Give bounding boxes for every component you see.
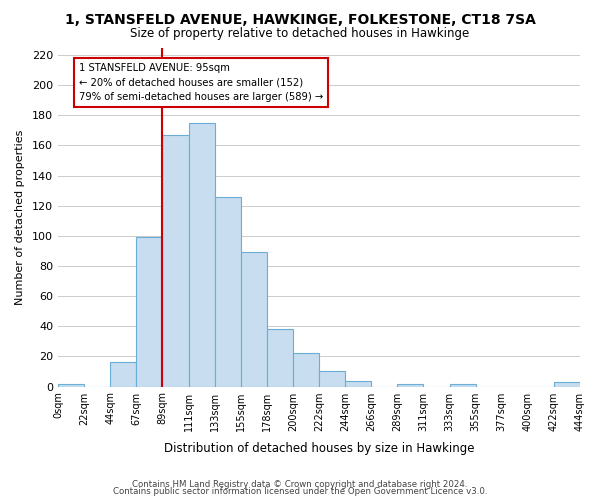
Bar <box>449 384 476 386</box>
Bar <box>554 382 580 386</box>
Y-axis label: Number of detached properties: Number of detached properties <box>15 130 25 304</box>
Bar <box>163 135 188 386</box>
Bar <box>58 384 84 386</box>
Bar <box>136 238 163 386</box>
Bar <box>188 123 215 386</box>
Text: Size of property relative to detached houses in Hawkinge: Size of property relative to detached ho… <box>130 28 470 40</box>
Bar <box>345 380 371 386</box>
Bar <box>319 372 345 386</box>
Bar <box>397 384 424 386</box>
Text: 1, STANSFELD AVENUE, HAWKINGE, FOLKESTONE, CT18 7SA: 1, STANSFELD AVENUE, HAWKINGE, FOLKESTON… <box>65 12 535 26</box>
X-axis label: Distribution of detached houses by size in Hawkinge: Distribution of detached houses by size … <box>164 442 474 455</box>
Text: Contains HM Land Registry data © Crown copyright and database right 2024.: Contains HM Land Registry data © Crown c… <box>132 480 468 489</box>
Bar <box>215 196 241 386</box>
Text: Contains public sector information licensed under the Open Government Licence v3: Contains public sector information licen… <box>113 487 487 496</box>
Bar <box>293 354 319 386</box>
Bar <box>241 252 267 386</box>
Text: 1 STANSFELD AVENUE: 95sqm
← 20% of detached houses are smaller (152)
79% of semi: 1 STANSFELD AVENUE: 95sqm ← 20% of detac… <box>79 62 323 102</box>
Bar <box>267 330 293 386</box>
Bar <box>110 362 136 386</box>
